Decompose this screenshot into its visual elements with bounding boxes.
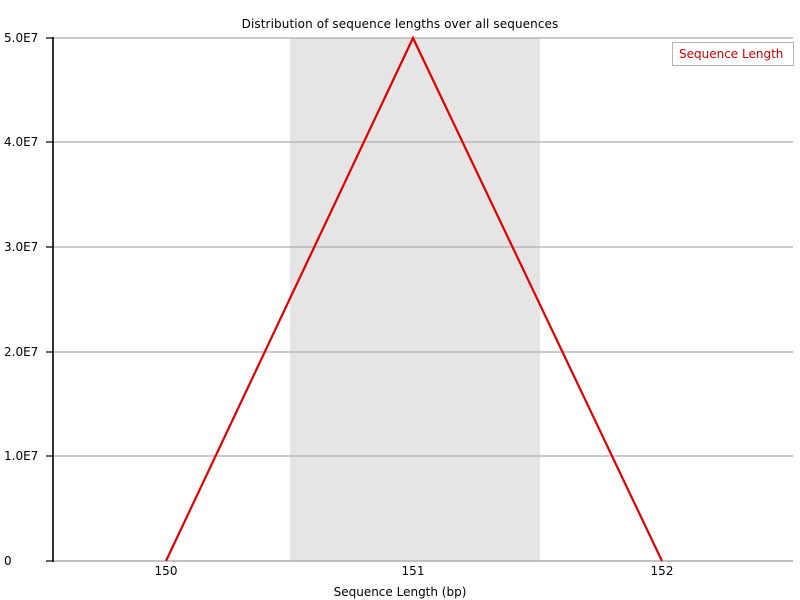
y-tick-label-4e7: 4.0E7 [4, 135, 39, 149]
shaded-band [290, 38, 540, 561]
x-tick-label-151: 151 [401, 564, 425, 578]
legend[interactable]: Sequence Length [672, 42, 794, 66]
x-axis-title: Sequence Length (bp) [333, 585, 467, 599]
legend-item-sequence-length: Sequence Length [679, 47, 784, 61]
y-tick-label-2e7: 2.0E7 [4, 345, 39, 359]
x-tick-label-152: 152 [650, 564, 674, 578]
y-tick-label-0: 0 [4, 554, 12, 568]
data-series-sequence-length [165, 35, 663, 562]
y-tick-label-1e7: 1.0E7 [4, 449, 39, 463]
y-tick-label-3e7: 3.0E7 [4, 240, 39, 254]
y-tick-label-5e7: 5.0E7 [4, 31, 39, 45]
chart-title: Distribution of sequence lengths over al… [241, 17, 559, 31]
x-tick-label-150: 150 [154, 564, 178, 578]
